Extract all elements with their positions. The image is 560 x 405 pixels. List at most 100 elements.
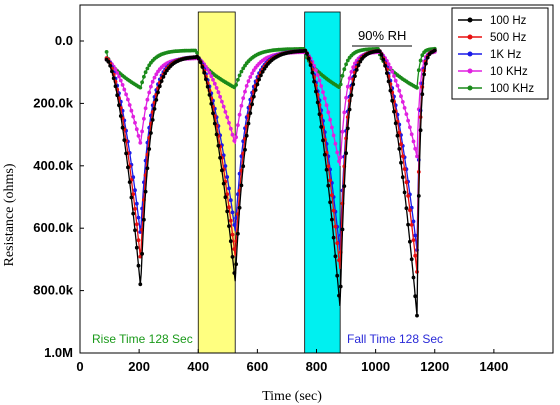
rh-label: 90% RH — [358, 28, 406, 43]
legend-marker-100-hz — [467, 17, 473, 23]
series-point-100-hz — [328, 200, 332, 205]
series-point-100-hz — [386, 79, 391, 84]
series-point-500-hz — [138, 254, 143, 259]
series-point-500-hz — [136, 238, 141, 243]
series-point-100-hz — [200, 65, 205, 69]
series-point-1k-hz — [413, 233, 418, 238]
series-point-100-hz — [150, 118, 155, 122]
series-point-100-hz — [420, 92, 425, 97]
series-point-100-khz — [340, 73, 345, 78]
y-tick-label: 1.0M — [44, 345, 73, 360]
series-point-10-khz — [395, 83, 400, 88]
series-point-100-hz — [243, 147, 247, 152]
series-point-10-khz — [243, 89, 247, 94]
series-point-100-khz — [420, 53, 425, 58]
series-point-10-khz — [131, 114, 136, 119]
series-point-100-hz — [314, 89, 318, 94]
series-point-100-hz — [303, 48, 308, 53]
series-point-100-hz — [319, 125, 324, 129]
series-point-100-hz — [111, 76, 116, 81]
series-point-10-khz — [317, 78, 322, 83]
series-point-100-hz — [106, 59, 111, 64]
series-point-100-hz — [236, 231, 240, 236]
series-point-10-khz — [118, 78, 123, 83]
x-tick-label: 1200 — [420, 359, 449, 374]
series-point-10-khz — [126, 97, 130, 102]
series-point-10-khz — [220, 99, 224, 104]
series-point-100-hz — [349, 93, 354, 98]
series-line-500-hz — [106, 49, 436, 272]
series-point-100-hz — [321, 138, 325, 143]
axes: 0.0 200.0k 400.0k 600.0k 800.0k 1.0M0 200 400 60… — [33, 33, 508, 374]
series-point-10-khz — [230, 132, 235, 137]
y-tick-label: 800.0k — [33, 283, 74, 298]
series-point-100-hz — [358, 59, 363, 64]
highlight-regions — [197, 11, 341, 354]
series-point-100-hz — [395, 133, 400, 138]
series-point-10-khz — [140, 129, 145, 134]
series-point-10-khz — [145, 97, 150, 102]
x-tick-label: 1000 — [361, 359, 390, 374]
series-point-10-khz — [237, 112, 242, 117]
series-point-100-hz — [113, 84, 118, 89]
x-tick-label: 800 — [306, 359, 328, 374]
x-tick-label: 600 — [247, 359, 269, 374]
series-point-10-khz — [409, 132, 414, 137]
series-point-100-khz — [140, 80, 145, 85]
series-point-10-khz — [393, 78, 398, 83]
series-point-10-khz — [136, 134, 141, 138]
legend-marker-10-khz — [467, 68, 473, 74]
series-point-10-khz — [221, 104, 226, 109]
series-point-10-khz — [386, 62, 391, 66]
series-point-100-hz — [122, 138, 127, 143]
series-point-100-hz — [330, 217, 334, 222]
series-point-100-khz — [415, 85, 419, 90]
series-point-100-hz — [149, 131, 153, 135]
series-point-10-khz — [117, 74, 121, 79]
x-tick-label: 400 — [187, 359, 209, 374]
series-point-10-khz — [397, 88, 402, 93]
series-point-100-hz — [250, 102, 255, 107]
series-point-10-khz — [315, 73, 320, 77]
series-point-10-khz — [324, 103, 329, 108]
series-point-500-hz — [400, 154, 405, 159]
series-point-100-hz — [110, 69, 114, 74]
series-point-100-hz — [306, 56, 311, 61]
series-point-500-hz — [326, 164, 331, 169]
series-point-10-khz — [335, 150, 340, 155]
series-point-500-hz — [225, 192, 230, 197]
series-point-500-hz — [397, 130, 402, 135]
series-point-100-hz — [404, 206, 409, 211]
series-point-10-khz — [129, 108, 134, 113]
series-point-100-hz — [117, 103, 121, 108]
series-point-100-hz — [143, 189, 148, 194]
series-point-100-khz — [236, 77, 240, 82]
series-point-100-hz — [220, 168, 224, 173]
series-point-100-hz — [202, 70, 207, 75]
series-point-100-hz — [406, 222, 410, 227]
series-point-100-hz — [230, 255, 235, 259]
series-point-100-hz — [127, 180, 132, 185]
series-point-100-hz — [218, 155, 223, 160]
series-point-10-khz — [413, 146, 418, 151]
highlight-region-2 — [304, 11, 341, 354]
series-point-1k-hz — [230, 210, 235, 215]
series-point-500-hz — [331, 208, 336, 213]
series-point-1k-hz — [223, 164, 228, 168]
series-point-100-hz — [260, 69, 265, 74]
series-point-100-hz — [257, 77, 261, 82]
series-point-100-hz — [108, 63, 113, 68]
series-point-100-hz — [425, 55, 430, 60]
series-point-10-khz — [127, 103, 132, 107]
series-point-500-hz — [328, 178, 332, 183]
series-point-100-hz — [147, 147, 152, 151]
series-point-100-hz — [115, 93, 120, 98]
series-point-10-khz — [211, 77, 215, 82]
series-point-10-khz — [138, 140, 143, 145]
series-point-100-hz — [251, 94, 256, 99]
series-point-10-khz — [207, 70, 212, 75]
series-point-100-khz — [344, 62, 348, 67]
series-point-1k-hz — [134, 201, 139, 206]
series-point-100-hz — [248, 111, 253, 115]
